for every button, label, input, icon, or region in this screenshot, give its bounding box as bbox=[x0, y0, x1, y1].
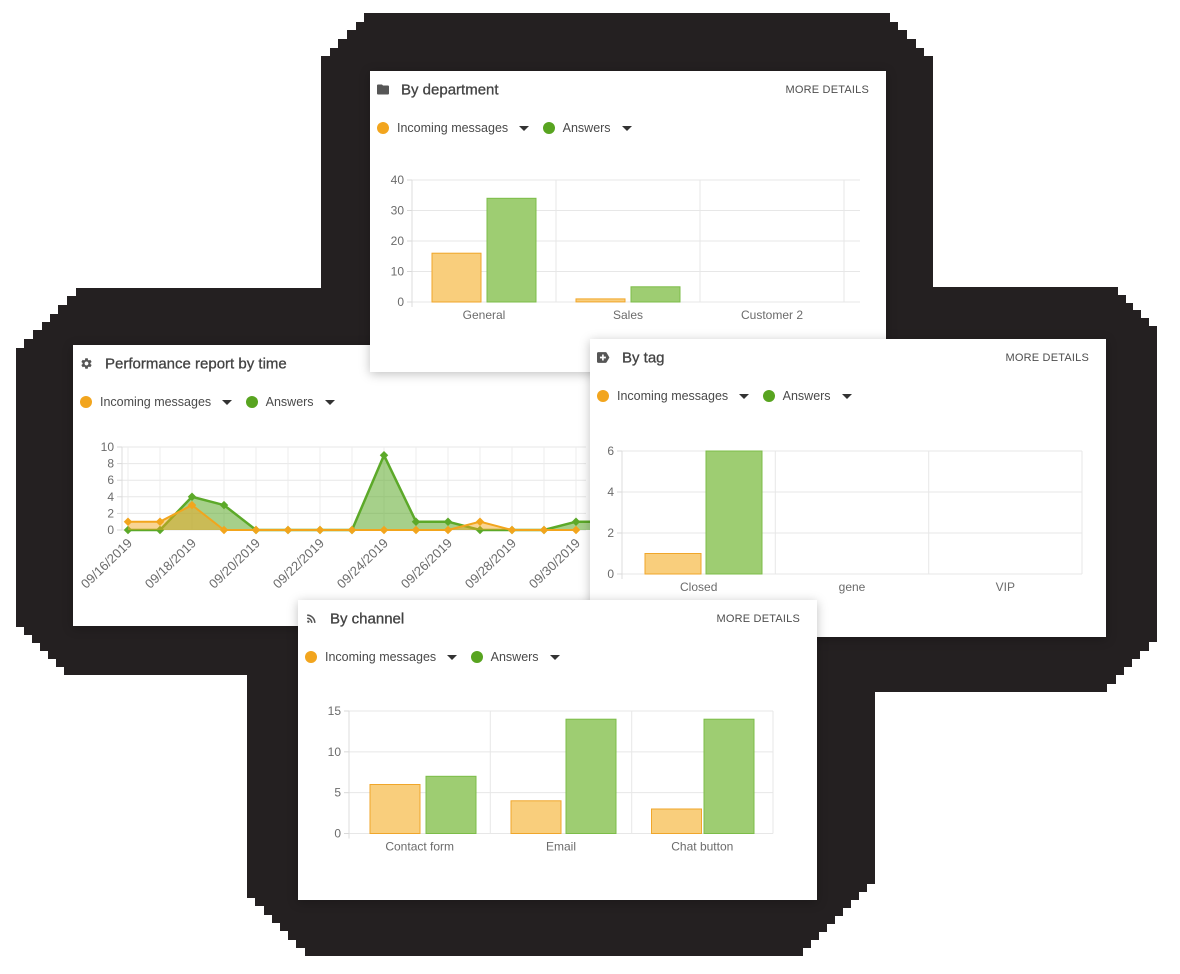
svg-text:09/18/2019: 09/18/2019 bbox=[142, 535, 199, 591]
svg-text:40: 40 bbox=[391, 173, 405, 187]
svg-text:2: 2 bbox=[607, 526, 614, 540]
svg-text:0: 0 bbox=[607, 567, 614, 581]
svg-text:VIP: VIP bbox=[996, 580, 1015, 594]
svg-text:0: 0 bbox=[397, 295, 404, 309]
svg-text:0: 0 bbox=[334, 827, 341, 841]
svg-text:Closed: Closed bbox=[680, 580, 717, 594]
svg-text:4: 4 bbox=[607, 485, 614, 499]
svg-text:0: 0 bbox=[107, 523, 114, 537]
svg-text:09/16/2019: 09/16/2019 bbox=[78, 535, 135, 591]
svg-text:8: 8 bbox=[107, 457, 114, 471]
svg-text:09/22/2019: 09/22/2019 bbox=[270, 535, 327, 591]
svg-text:09/30/2019: 09/30/2019 bbox=[526, 535, 583, 591]
svg-text:30: 30 bbox=[391, 204, 405, 218]
svg-text:15: 15 bbox=[328, 704, 342, 718]
svg-text:09/26/2019: 09/26/2019 bbox=[398, 535, 455, 591]
svg-text:Customer 2: Customer 2 bbox=[741, 308, 803, 322]
svg-text:10: 10 bbox=[101, 440, 115, 454]
svg-text:09/20/2019: 09/20/2019 bbox=[206, 535, 263, 591]
svg-text:20: 20 bbox=[391, 234, 405, 248]
svg-text:Email: Email bbox=[546, 840, 576, 854]
svg-text:General: General bbox=[463, 308, 506, 322]
svg-text:5: 5 bbox=[334, 786, 341, 800]
svg-text:Contact form: Contact form bbox=[385, 840, 454, 854]
svg-text:2: 2 bbox=[107, 506, 114, 520]
svg-text:Sales: Sales bbox=[613, 308, 643, 322]
svg-text:10: 10 bbox=[328, 745, 342, 759]
svg-text:6: 6 bbox=[107, 473, 114, 487]
svg-text:10: 10 bbox=[391, 265, 405, 279]
svg-text:09/28/2019: 09/28/2019 bbox=[462, 535, 519, 591]
svg-text:Chat button: Chat button bbox=[671, 840, 733, 854]
svg-text:09/24/2019: 09/24/2019 bbox=[334, 535, 391, 591]
svg-text:gene: gene bbox=[839, 580, 866, 594]
svg-text:6: 6 bbox=[607, 444, 614, 458]
svg-text:4: 4 bbox=[107, 490, 114, 504]
